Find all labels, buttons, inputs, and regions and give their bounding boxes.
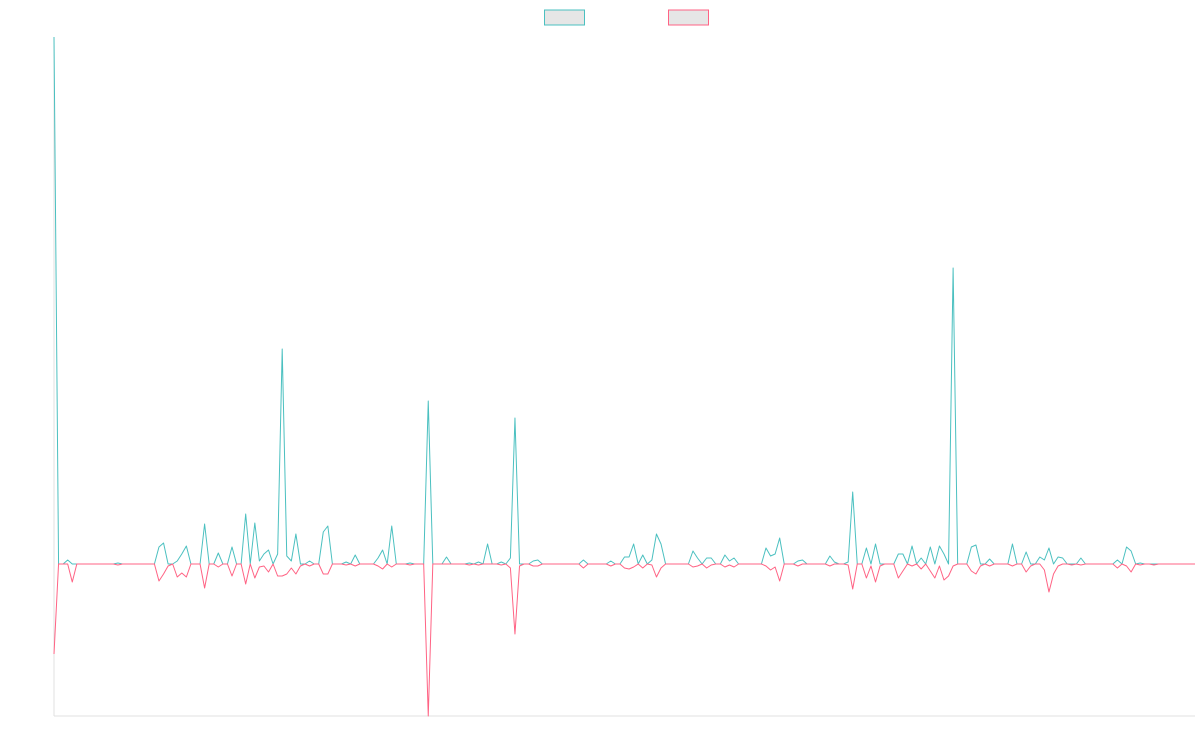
series-line xyxy=(53,36,1195,565)
legend-swatch xyxy=(668,9,709,26)
series-line xyxy=(53,563,1195,717)
legend-swatch xyxy=(544,9,585,26)
